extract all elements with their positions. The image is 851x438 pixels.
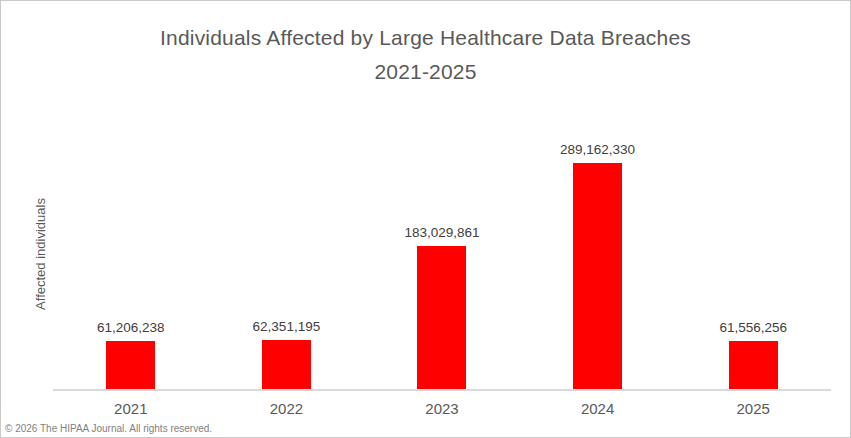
x-axis-label: 2022 xyxy=(209,391,365,417)
chart-window: Individuals Affected by Large Healthcare… xyxy=(0,0,851,438)
x-axis-label: 2025 xyxy=(675,391,831,417)
chart-title-line2: 2021-2025 xyxy=(1,55,850,89)
x-axis-labels: 20212022202320242025 xyxy=(53,391,831,417)
y-axis-title: Affected individuals xyxy=(33,198,48,310)
bars-row: 61,206,238 62,351,195 183,029,861 289,162,3… xyxy=(53,121,831,389)
x-axis-label: 2023 xyxy=(364,391,520,417)
bar-slot: 183,029,861 xyxy=(364,121,520,389)
plot-area: 61,206,238 62,351,195 183,029,861 289,162,3… xyxy=(53,121,831,417)
bar-value-label: 61,556,256 xyxy=(719,320,787,335)
bar-value-label: 62,351,195 xyxy=(253,319,321,334)
bar-value-label: 61,206,238 xyxy=(97,320,165,335)
bar-value-label: 183,029,861 xyxy=(404,225,479,240)
bar-value-label: 289,162,330 xyxy=(560,142,635,157)
bar-slot: 61,556,256 xyxy=(675,121,831,389)
footer-copyright: © 2026 The HIPAA Journal. All rights res… xyxy=(5,423,212,434)
chart-title: Individuals Affected by Large Healthcare… xyxy=(1,21,850,89)
bar-slot: 61,206,238 xyxy=(53,121,209,389)
chart-title-line1: Individuals Affected by Large Healthcare… xyxy=(1,21,850,55)
bar-slot: 289,162,330 xyxy=(520,121,676,389)
bar xyxy=(262,340,311,389)
bar xyxy=(106,341,155,389)
bar xyxy=(573,163,622,389)
bar-slot: 62,351,195 xyxy=(209,121,365,389)
bar xyxy=(417,246,466,389)
x-axis-label: 2024 xyxy=(520,391,676,417)
bar xyxy=(729,341,778,389)
x-axis-label: 2021 xyxy=(53,391,209,417)
